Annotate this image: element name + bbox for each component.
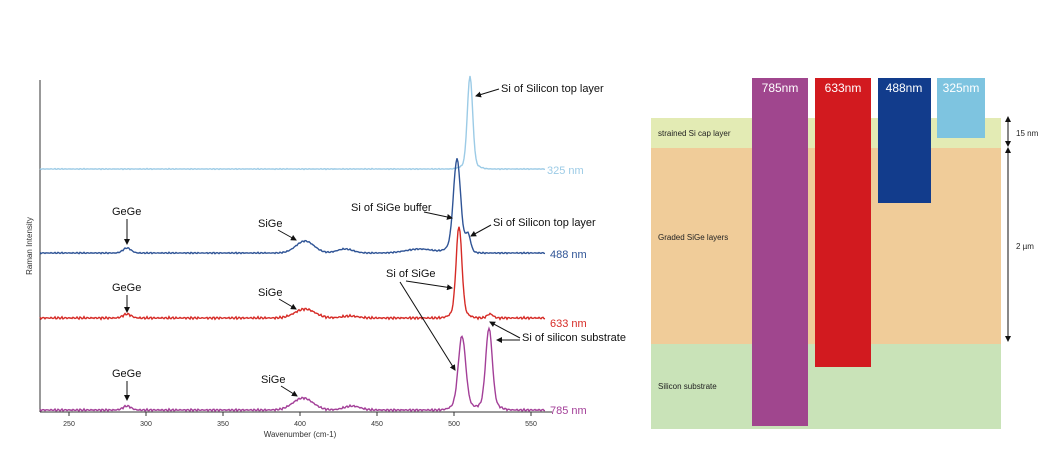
dimension-label-2um: 2 µm [1016, 242, 1034, 251]
trace-785nm [39, 326, 546, 413]
substrate-layer-label: Silicon substrate [658, 382, 717, 391]
arrow-sige-2 [278, 298, 297, 310]
y-axis-label: Raman Intensity [25, 217, 34, 275]
x-ticks: 250 300 350 400 450 500 550 [63, 412, 537, 428]
cap-layer-label: strained Si cap layer [658, 129, 731, 138]
trace-label-325nm: 325 nm [547, 165, 584, 177]
arrow-si-top-layer-2 [470, 224, 492, 237]
annotation-si-top-layer-1: Si of Silicon top layer [501, 83, 604, 95]
trace-label-488nm: 488 nm [550, 249, 587, 261]
annotation-gege-3: GeGe [112, 368, 141, 380]
laser-label-633nm: 633nm [825, 81, 862, 95]
laser-bar-488nm [878, 78, 931, 203]
annotation-si-of-sige: Si of SiGe [386, 268, 436, 280]
annotation-gege-1: GeGe [112, 206, 141, 218]
trace-325nm [39, 75, 546, 171]
laser-label-488nm: 488nm [886, 81, 923, 95]
annotation-sige-1: SiGe [258, 218, 282, 230]
annotation-gege-2: GeGe [112, 282, 141, 294]
arrow-sige-3 [280, 385, 298, 397]
laser-bar-325nm [937, 78, 985, 138]
arrow-si-top-layer-1 [475, 88, 500, 98]
annotation-sige-2: SiGe [258, 287, 282, 299]
graded-layer-label: Graded SiGe layers [658, 233, 728, 242]
annotation-sige-3: SiGe [261, 374, 285, 386]
annotation-si-sige-buffer: Si of SiGe buffer [351, 202, 432, 214]
dimension-label-15nm: 15 nm [1016, 129, 1039, 138]
laser-bar-785nm [752, 78, 808, 426]
laser-label-785nm: 785nm [762, 81, 799, 95]
annotation-si-substrate: Si of silicon substrate [522, 332, 626, 344]
x-tick-label: 500 [448, 421, 460, 428]
laser-label-325nm: 325nm [943, 81, 980, 95]
trace-633nm [39, 226, 546, 321]
x-tick-label: 250 [63, 421, 75, 428]
arrow-si-of-sige-b [399, 281, 456, 371]
laser-bar-633nm [815, 78, 871, 367]
trace-label-633nm: 633 nm [550, 318, 587, 330]
trace-label-785nm: 785 nm [550, 405, 587, 417]
trace-488nm [39, 158, 546, 255]
x-axis-label: Wavenumber (cm-1) [264, 430, 337, 439]
x-tick-label: 300 [140, 421, 152, 428]
layer-stack-panel: strained Si cap layer Graded SiGe layers… [651, 78, 1039, 429]
arrow-sige-1 [277, 229, 297, 241]
arrow-si-substrate-a [489, 321, 521, 339]
x-tick-label: 350 [217, 421, 229, 428]
x-tick-label: 550 [525, 421, 537, 428]
x-tick-label: 450 [371, 421, 383, 428]
arrow-si-of-sige-a [405, 280, 453, 291]
raman-spectra-panel: Raman Intensity Wavenumber (cm-1) 250 300… [25, 75, 626, 439]
x-tick-label: 400 [294, 421, 306, 428]
annotation-si-top-layer-2: Si of Silicon top layer [493, 217, 596, 229]
arrow-si-sige-buffer [423, 211, 453, 220]
